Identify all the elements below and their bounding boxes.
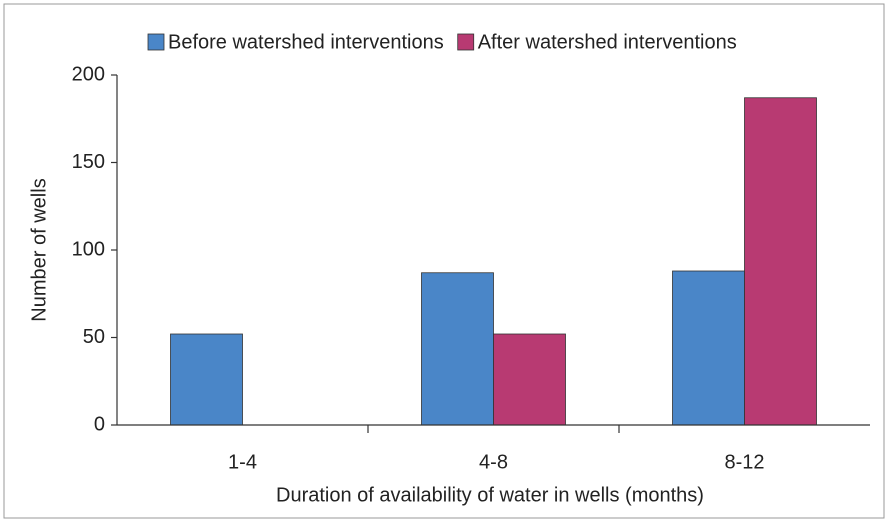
legend-label: Before watershed interventions [168, 31, 444, 53]
bar [421, 272, 494, 426]
x-tick-label: 1-4 [228, 451, 257, 473]
y-tick-label: 0 [94, 413, 105, 435]
x-tick-label: 4-8 [479, 451, 508, 473]
bar [744, 97, 817, 426]
y-tick-label: 50 [83, 326, 105, 348]
bar [170, 333, 243, 426]
bar [493, 333, 566, 426]
bar [672, 270, 745, 426]
legend-swatch [457, 33, 475, 51]
legend-swatch [147, 33, 165, 51]
y-tick-label: 200 [72, 63, 105, 85]
legend-label: After watershed interventions [478, 31, 737, 53]
x-tick-label: 8-12 [724, 451, 764, 473]
y-axis-title: Number of wells [28, 178, 50, 321]
legend: Before watershed interventions After wate… [147, 31, 737, 53]
frame [3, 3, 885, 519]
y-tick-label: 100 [72, 238, 105, 260]
y-tick-label: 150 [72, 151, 105, 173]
x-axis-title: Duration of availability of water in wel… [276, 484, 704, 506]
